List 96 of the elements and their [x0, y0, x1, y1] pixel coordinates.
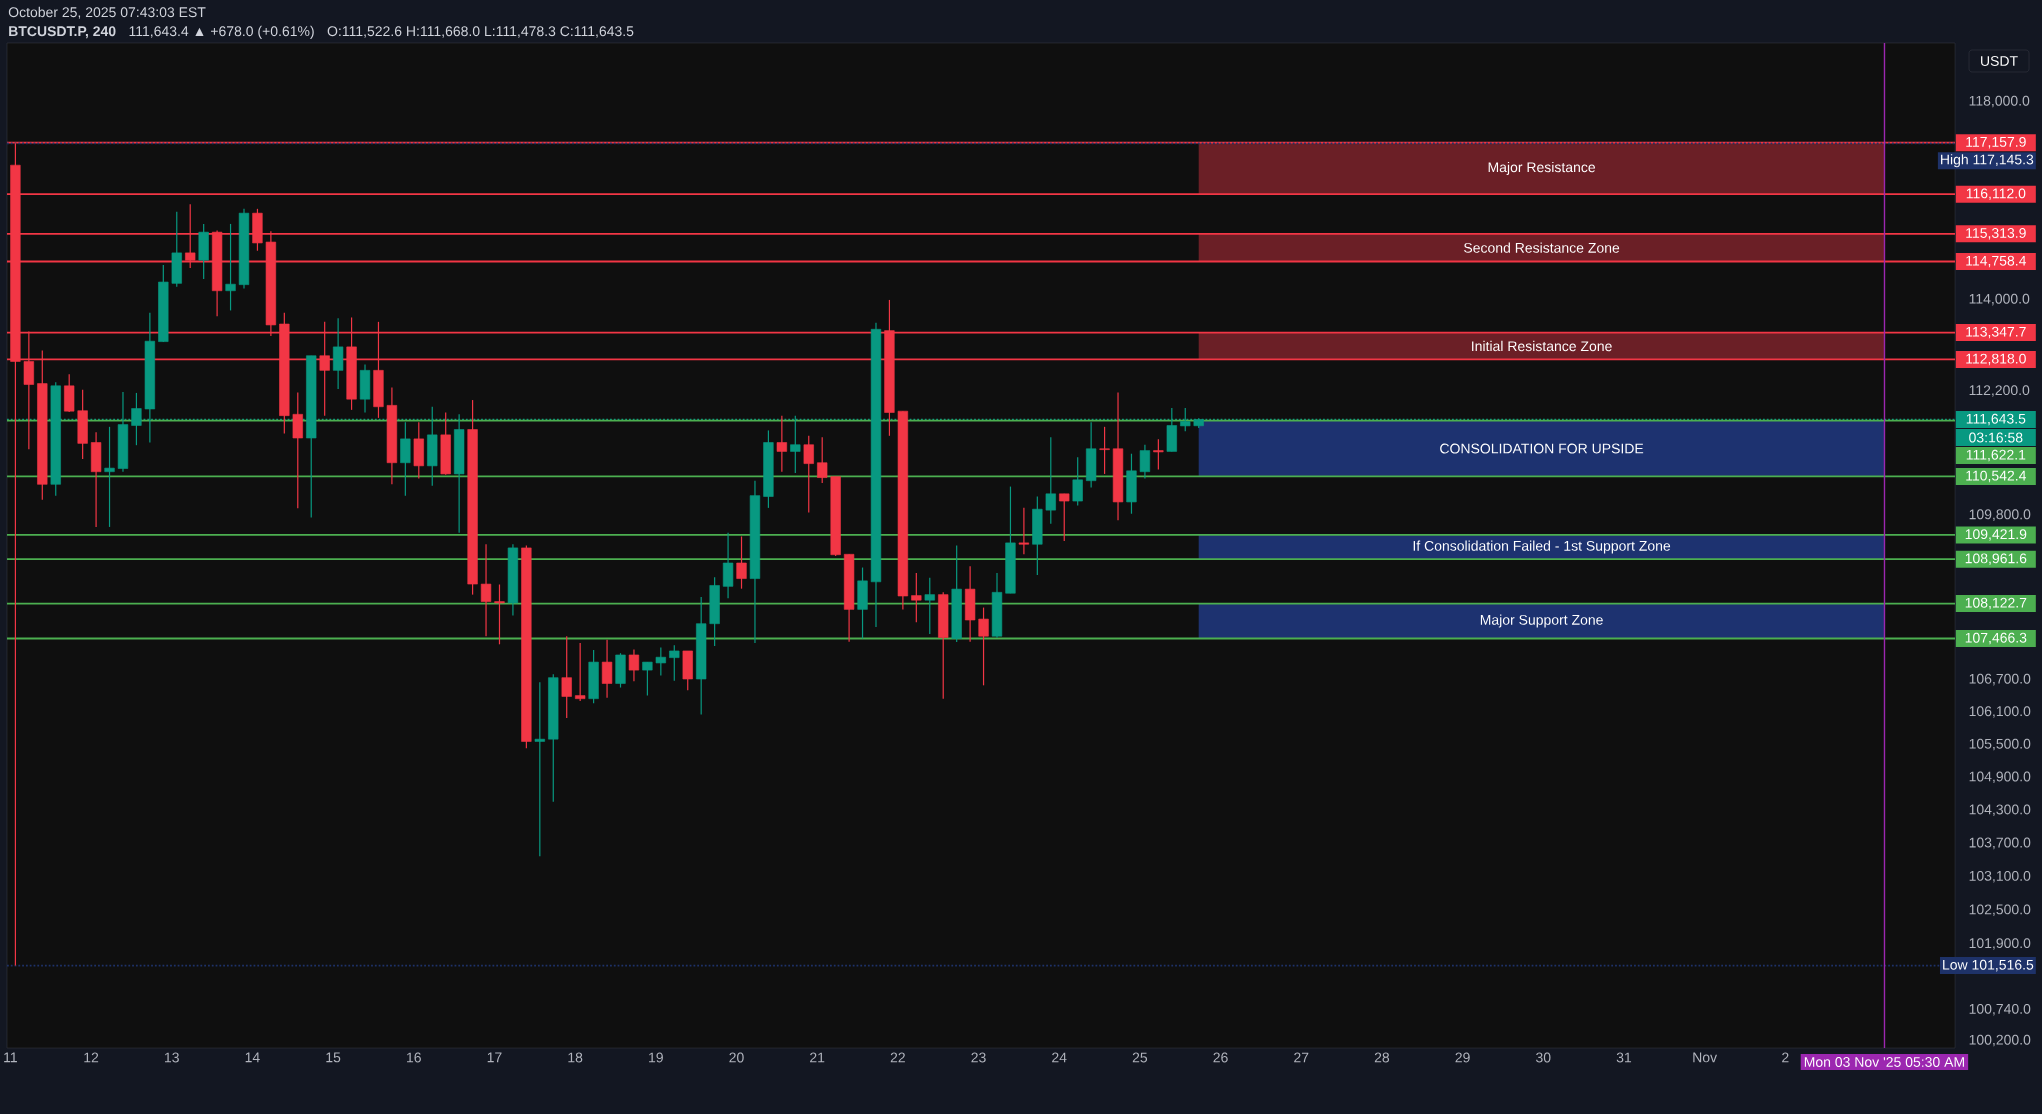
x-tick-label: 25 — [1132, 1052, 1148, 1063]
x-tick-label: 28 — [1374, 1052, 1390, 1063]
y-tick-label: 105,500.0 — [1969, 738, 2031, 751]
x-tick-label: 17 — [487, 1052, 502, 1063]
ref-line-label: Mon 03 Nov '25 05:30 AM — [1804, 1057, 1964, 1067]
x-tick-label: 24 — [1052, 1052, 1067, 1063]
x-tick-label: 15 — [326, 1052, 341, 1063]
ref-line-label: 116,112.0 — [1966, 188, 2026, 200]
x-tick-label: 20 — [729, 1052, 744, 1063]
band-label: CONSOLIDATION FOR UPSIDE — [1440, 443, 1644, 454]
ref-line-label: 107,466.3 — [1965, 632, 2027, 645]
ref-line-label: High 117,145.3 — [1941, 154, 2034, 168]
candlestick — [292, 391, 303, 509]
band-label: Initial Resistance Zone — [1472, 340, 1612, 352]
candlestick — [1018, 507, 1030, 555]
text: O:111,522.6 H:111,668.0 L:111,478.3 C:111,643.5 — [327, 26, 634, 38]
x-tick-label: 21 — [810, 1052, 825, 1063]
candlestick — [575, 642, 586, 702]
candlestick — [803, 435, 814, 513]
candlestick — [225, 223, 236, 312]
y-tick-label: 103,100.0 — [1969, 870, 2031, 883]
candlestick — [1045, 436, 1056, 525]
y-tick-label: 102,500.0 — [1969, 904, 2031, 917]
ref-line-label: 112,818.0 — [1966, 353, 2026, 366]
candlestick — [1153, 438, 1164, 471]
candlestick — [1099, 426, 1110, 475]
x-tick-label: 2 — [1782, 1052, 1789, 1063]
y-tick-label: 103,700.0 — [1969, 837, 2031, 850]
x-tick-label: 11 — [4, 1052, 17, 1063]
x-tick-label: Nov — [1693, 1052, 1718, 1063]
ref-line-label: 115,313.9 — [1966, 228, 2026, 240]
y-tick-label: 100,200.0 — [1969, 1034, 2031, 1047]
x-tick-label: 14 — [245, 1052, 260, 1063]
ref-line-label: 111,622.1 — [1966, 449, 2026, 462]
x-tick-label: 30 — [1536, 1052, 1551, 1063]
ref-line-label: 108,122.7 — [1965, 597, 2027, 610]
ref-line-label: 109,421.9 — [1965, 529, 2027, 541]
ref-line-label: 113,347.7 — [1966, 326, 2026, 339]
ref-line-label: Low 101,516.5 — [1943, 959, 2034, 972]
x-tick-label: 23 — [971, 1052, 986, 1063]
candlestick — [1059, 493, 1070, 542]
x-tick-label: 18 — [568, 1052, 583, 1063]
y-tick-label: 106,100.0 — [1969, 706, 2031, 718]
candlestick — [924, 577, 935, 635]
x-tick-label: 13 — [165, 1052, 179, 1063]
candlestick — [655, 646, 666, 677]
x-tick-label: 29 — [1455, 1052, 1470, 1063]
candlestick — [494, 583, 505, 645]
text: 111,643.4 ▲ +678.0 (+0.61%) — [129, 25, 314, 39]
y-tick-label: 109,800.0 — [1969, 509, 2031, 521]
x-tick-label: 31 — [1616, 1052, 1632, 1063]
y-tick-label: 114,000.0 — [1969, 293, 2030, 306]
band-label: Second Resistance Zone — [1464, 242, 1620, 253]
x-tick-label: 22 — [890, 1052, 905, 1063]
text: 03:16:58 — [1969, 432, 2023, 443]
candlestick — [722, 532, 734, 599]
candlestick — [736, 535, 747, 590]
x-tick-label: 19 — [649, 1052, 663, 1063]
band-label: If Consolidation Failed - 1st Support Zone — [1413, 540, 1671, 554]
candlestick — [480, 543, 492, 637]
x-tick-label: 12 — [84, 1052, 99, 1063]
candlestick — [817, 436, 828, 484]
x-tick-label: 27 — [1294, 1052, 1309, 1063]
ref-line-label: 108,961.6 — [1965, 553, 2027, 565]
candlestick — [534, 681, 545, 857]
y-tick-label: 100,740.0 — [1969, 1003, 2031, 1016]
candlestick — [642, 661, 653, 697]
candlestick — [601, 639, 613, 699]
y-tick-label: 104,900.0 — [1969, 771, 2031, 784]
ref-line-label: 114,758.4 — [1966, 255, 2027, 268]
y-tick-label: 106,700.0 — [1969, 673, 2031, 686]
chart-title: October 25, 2025 07:43:03 EST — [8, 6, 206, 19]
y-tick-label: 104,300.0 — [1969, 804, 2031, 817]
candlestick — [332, 317, 344, 390]
y-tick-label: 112,200.0 — [1969, 385, 2030, 397]
y-tick-label: 118,000.0 — [1969, 95, 2030, 108]
candlestick — [669, 644, 680, 682]
candlestick — [628, 649, 640, 682]
chart-subtitle: BTCUSDT.P, 240 — [9, 26, 116, 39]
ref-line-label: 111,643.5 — [1966, 413, 2026, 426]
ref-line-label: 117,157.9 — [1966, 136, 2026, 149]
candlestick — [1139, 444, 1151, 480]
candlestick — [400, 421, 411, 497]
x-tick-label: 26 — [1213, 1052, 1228, 1063]
ref-line-label: 110,542.4 — [1966, 470, 2027, 483]
band-label: Major Resistance — [1488, 161, 1596, 175]
candlestick — [978, 606, 989, 686]
y-axis-title: USDT — [1981, 56, 2018, 66]
candlestick — [561, 635, 572, 719]
candlestick — [1072, 456, 1083, 507]
candlestick — [104, 426, 115, 528]
y-tick-label: 101,900.0 — [1969, 938, 2031, 950]
candlestick — [776, 415, 787, 473]
x-tick-label: 16 — [407, 1052, 421, 1063]
candlestick — [911, 572, 922, 623]
band-label: Major Support Zone — [1480, 614, 1603, 628]
